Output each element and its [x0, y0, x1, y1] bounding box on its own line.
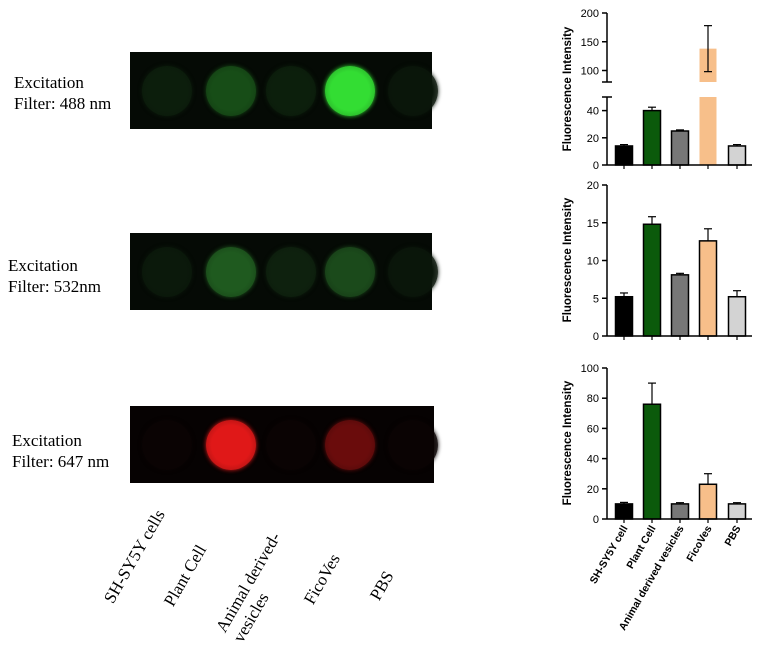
- well-3-3: [266, 420, 316, 470]
- bar-c2-3: [670, 274, 690, 337]
- y-tick-label-c3: 60: [587, 423, 599, 435]
- row-label-532-line1: Excitation: [8, 256, 78, 275]
- bar-c2-1: [614, 295, 634, 337]
- well-1-1: [142, 66, 192, 116]
- bar-c2-4: [698, 240, 718, 337]
- row-label-532-line2: Filter: 532nm: [8, 277, 102, 296]
- y-tick-label-c3: 80: [587, 393, 599, 405]
- y-tick-label-c3: 40: [587, 454, 599, 466]
- row-label-532: Excitation Filter: 532nm: [8, 255, 101, 297]
- well-2-5: [388, 247, 438, 297]
- x-tick-label-c3-5: PBS: [722, 524, 743, 549]
- row-label-647-line2: Filter: 647 nm: [12, 452, 110, 471]
- row-label-488-line1: Excitation: [14, 73, 84, 92]
- well-2-4: [325, 247, 375, 297]
- row-label-647: Excitation Filter: 647 nm: [12, 430, 109, 472]
- y-axis-label-c2: Fluorescence Intensity: [562, 197, 574, 322]
- row-label-488: Excitation Filter: 488 nm: [14, 72, 111, 114]
- y-tick-label-c1: 200: [581, 8, 599, 20]
- row-label-488-line2: Filter: 488 nm: [14, 94, 112, 113]
- bar-c1-2: [642, 109, 662, 166]
- y-tick-label-c2: 15: [587, 218, 599, 230]
- well-1-3: [266, 66, 316, 116]
- fluorescence-strip-532: [130, 233, 438, 310]
- y-axis-label-c3: Fluorescence Intensity: [562, 380, 574, 505]
- well-1-2: [206, 66, 256, 116]
- well-3-5: [388, 420, 438, 470]
- bar-c1-5: [727, 145, 747, 166]
- y-axis-label-c1: Fluorescence Intensity: [562, 26, 574, 151]
- bar-c1-4-lower: [699, 97, 717, 165]
- bar-c3-2: [642, 403, 662, 520]
- y-tick-label-c1: 150: [581, 37, 599, 49]
- y-tick-label-c1: 100: [581, 66, 599, 78]
- y-tick-label-c3: 20: [587, 484, 599, 496]
- x-tick-label-c3-1: SH-SY5Y cell: [588, 523, 631, 586]
- well-2-1: [142, 247, 192, 297]
- y-tick-label-c2: 10: [587, 256, 599, 268]
- well-3-1: [142, 420, 192, 470]
- well-1-4: [325, 66, 375, 116]
- bar-c2-5: [727, 295, 747, 337]
- fluorescence-strip-647: [130, 406, 438, 483]
- y-tick-label-c1: 0: [593, 160, 599, 172]
- well-3-2: [206, 420, 256, 470]
- well-3-4: [325, 420, 375, 470]
- y-tick-label-c1: 20: [587, 133, 599, 145]
- y-tick-label-c2: 20: [587, 180, 599, 192]
- bar-c2-2: [642, 223, 662, 337]
- y-tick-label-c1: 40: [587, 106, 599, 118]
- well-1-5: [388, 66, 438, 116]
- y-tick-label-c2: 0: [593, 331, 599, 343]
- bar-c1-1: [614, 145, 634, 166]
- row-label-647-line1: Excitation: [12, 431, 82, 450]
- y-tick-label-c3: 100: [581, 363, 599, 375]
- y-tick-label-c2: 5: [593, 293, 599, 305]
- bar-c3-3: [670, 503, 690, 520]
- fluorescence-strip-488: [130, 52, 438, 129]
- bar-c3-1: [614, 503, 634, 520]
- bar-c3-4: [698, 483, 718, 520]
- well-2-3: [266, 247, 316, 297]
- well-2-2: [206, 247, 256, 297]
- bar-c3-5: [727, 503, 747, 520]
- y-tick-label-c3: 0: [593, 514, 599, 526]
- bar-c1-3: [670, 130, 690, 166]
- x-tick-label-c3-4: FicoVes: [684, 523, 714, 564]
